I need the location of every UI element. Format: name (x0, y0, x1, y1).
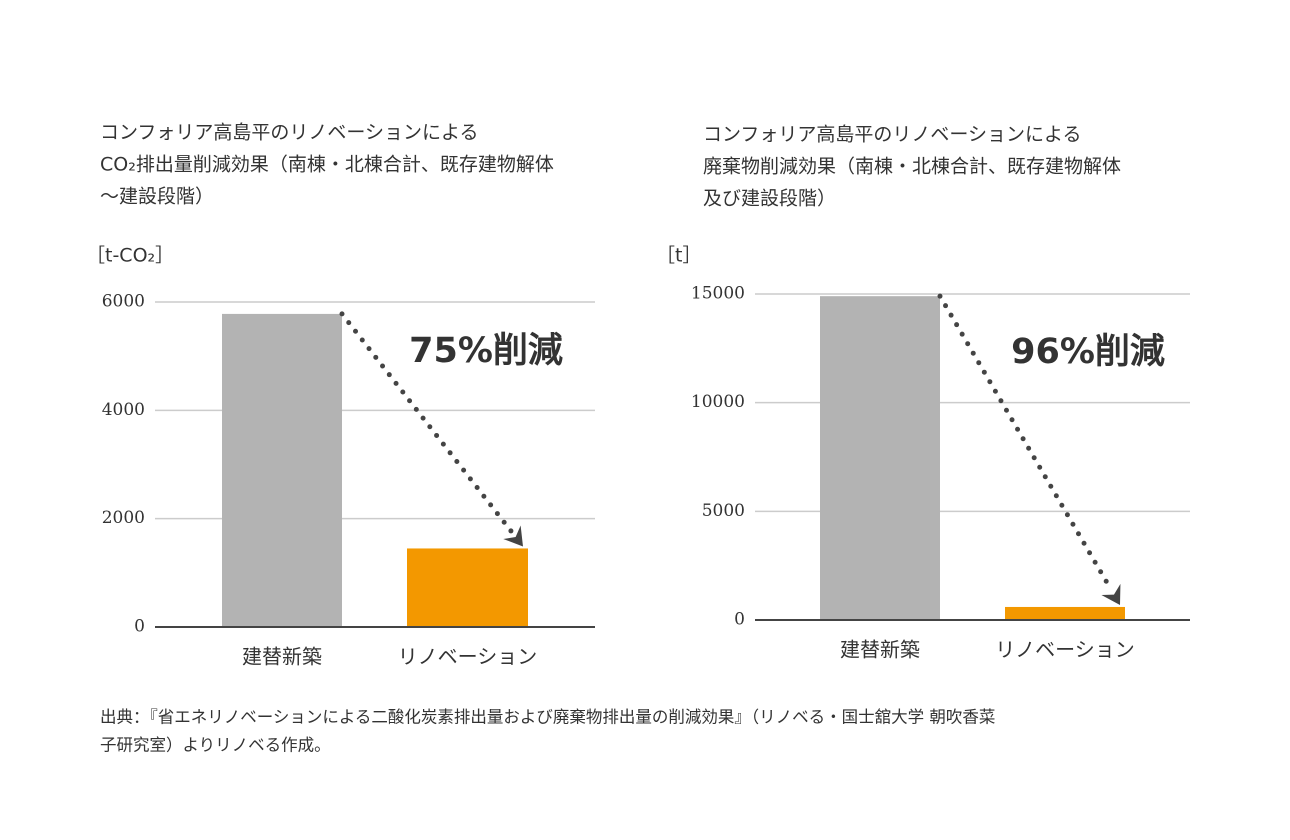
chart-title: 及び建設段階） (703, 188, 836, 210)
chart-title: コンフォリア高島平のリノベーションによる (100, 122, 478, 144)
y-tick-label: 15000 (691, 284, 745, 304)
y-tick-label: 6000 (102, 292, 145, 312)
x-tick-label: 建替新築 (242, 645, 322, 669)
arrow-line (937, 293, 1114, 592)
chart-title: コンフォリア高島平のリノベーションによる (703, 124, 1081, 146)
arrow-head (503, 525, 523, 547)
chart-title: CO₂排出量削減効果（南棟・北棟合計、既存建物解体 (100, 154, 554, 176)
source-note: 出典：『省エネリノベーションによる二酸化炭素排出量および廃棄物排出量の削減効果』… (100, 707, 995, 727)
y-tick-label: 2000 (102, 508, 145, 528)
y-axis-label: ［t］ (656, 245, 701, 267)
source-note: 子研究室）よりリノベる作成。 (100, 736, 331, 755)
y-axis-label: ［t-CO₂］ (86, 245, 174, 267)
arrow-line (339, 311, 515, 535)
y-tick-label: 0 (734, 610, 745, 630)
annotation: 96%削減 (1011, 332, 1165, 372)
y-tick-label: 0 (134, 617, 145, 637)
bar (222, 313, 342, 627)
chart-title: 廃棄物削減効果（南棟・北棟合計、既存建物解体 (703, 156, 1121, 178)
annotation: 75%削減 (409, 331, 563, 371)
bar (1005, 606, 1125, 620)
y-tick-label: 4000 (102, 400, 145, 420)
bar (407, 548, 528, 627)
x-tick-label: リノベーション (995, 638, 1135, 662)
bar (820, 296, 940, 620)
y-tick-label: 5000 (702, 501, 745, 521)
x-tick-label: 建替新築 (840, 638, 920, 662)
arrow-head (1101, 583, 1121, 605)
chart-title: 〜建設段階） (100, 186, 214, 208)
x-tick-label: リノベーション (398, 645, 538, 669)
y-tick-label: 10000 (691, 392, 745, 412)
